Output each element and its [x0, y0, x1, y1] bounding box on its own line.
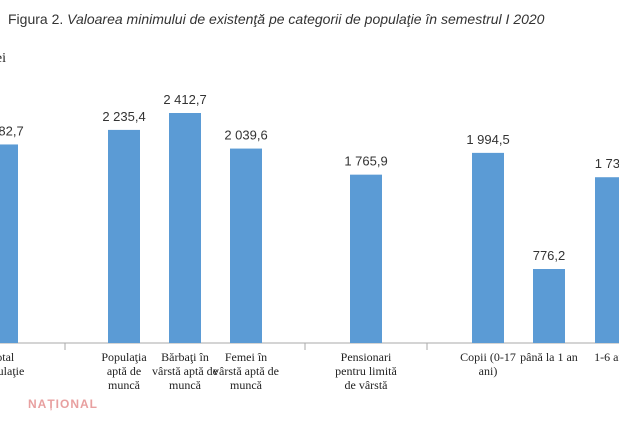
watermark: NAȚIONAL: [28, 397, 98, 411]
bar: [595, 177, 619, 343]
bar: [472, 152, 504, 343]
chart-title: Figura 2. Valoarea minimului de existenţ…: [8, 11, 545, 27]
value-label: 1 994,5: [466, 132, 509, 147]
value-label: 2 039,6: [224, 128, 267, 143]
title-text: Valoarea minimului de existenţă pe categ…: [67, 11, 545, 27]
value-label: 2 082,7: [0, 123, 24, 138]
y-axis-title: lei: [0, 51, 6, 66]
x-tick-label: Copii (0-17 ani): [460, 350, 516, 378]
x-tick-label: Total populaţie: [0, 350, 25, 378]
value-label: 1 739: [595, 156, 619, 171]
value-label: 776,2: [533, 248, 566, 263]
bar: [169, 113, 201, 343]
bar: [533, 269, 565, 343]
x-tick-label: 1-6 ani: [594, 350, 619, 364]
x-tick-label: Bărbaţi în vârstă aptă de muncă: [152, 350, 218, 392]
x-tick-label: până la 1 an: [520, 350, 578, 364]
x-tick-label: Pensionari pentru limită de vârstă: [335, 350, 397, 392]
bar: [0, 144, 18, 343]
bar: [350, 174, 382, 343]
value-label: 2 412,7: [163, 92, 206, 107]
x-tick-label: Femei în vârstă aptă de muncă: [213, 350, 279, 392]
bar: [230, 148, 262, 343]
value-label: 1 765,9: [344, 154, 387, 169]
value-label: 2 235,4: [102, 109, 145, 124]
x-tick-label: Populaţia aptă de muncă: [101, 350, 147, 392]
title-prefix: Figura 2.: [8, 11, 63, 27]
bar: [108, 129, 140, 343]
